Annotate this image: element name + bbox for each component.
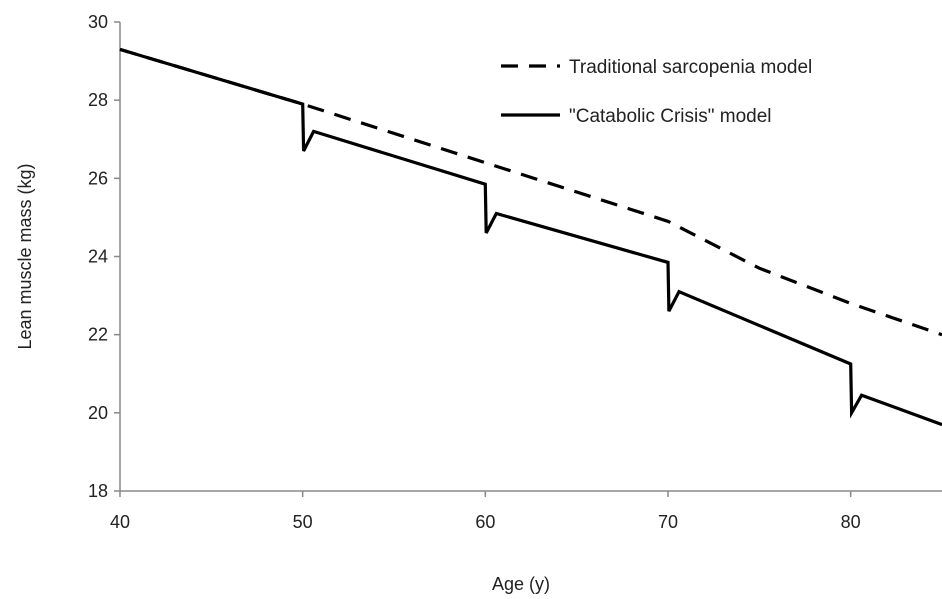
series-lines [119,47,942,427]
y-tick-label: 28 [88,90,108,110]
y-tick-label: 18 [88,481,108,501]
axes [114,21,942,497]
legend: Traditional sarcopenia model "Catabolic C… [501,57,812,127]
series-line-traditional [119,47,942,337]
legend-label: "Catabolic Crisis" model [569,106,772,127]
x-axis-title: Age (y) [492,574,550,594]
x-tick-label: 70 [658,512,678,532]
x-tick-label: 50 [293,512,313,532]
x-tick-label: 60 [475,512,495,532]
y-tick-label: 30 [88,12,108,32]
tick-labels: 18 20 22 24 26 28 30 40 50 60 70 80 [88,12,861,532]
x-tick-label: 80 [841,512,861,532]
y-tick-label: 22 [88,325,108,345]
y-tick-label: 26 [88,168,108,188]
y-axis-title: Lean muscle mass (kg) [15,163,35,349]
series-line-catabolic [119,47,942,427]
y-tick-label: 24 [88,247,108,267]
legend-label: Traditional sarcopenia model [569,57,812,78]
x-tick-label: 40 [110,512,130,532]
y-tick-label: 20 [88,403,108,423]
